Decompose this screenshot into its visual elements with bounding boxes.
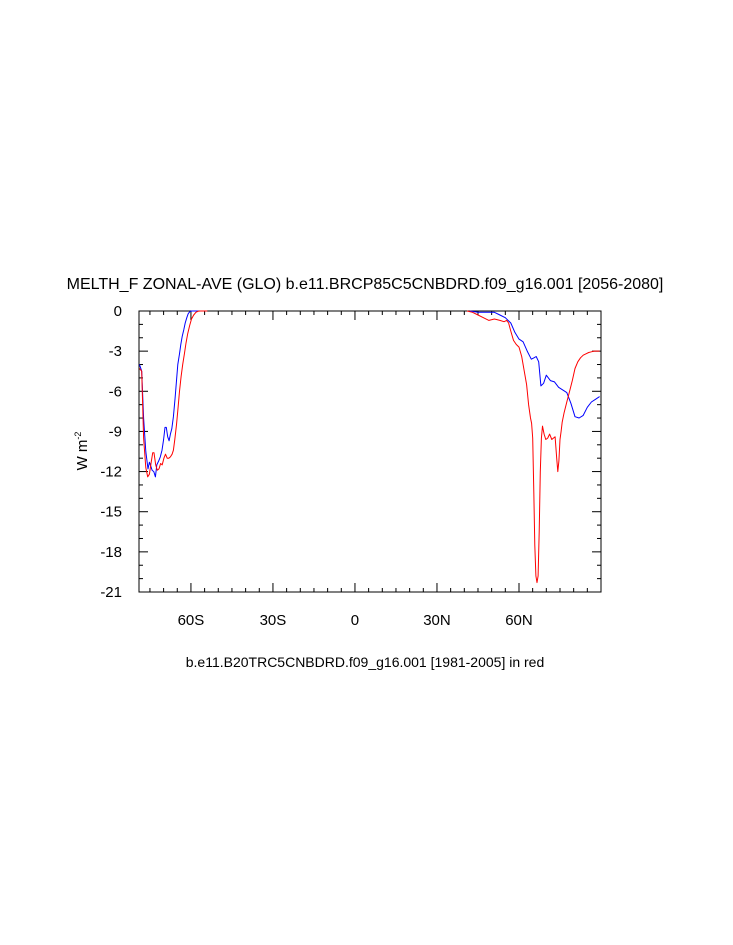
x-tick-label: 60S	[178, 612, 205, 629]
y-tick-label: -21	[100, 584, 122, 601]
series-layer	[139, 310, 600, 584]
plot-area: 60S 30S 0 30N 60N 0 -3 -6 -9 -12 -15 -18 -21	[100, 303, 602, 629]
y-tick-label: -15	[100, 504, 122, 521]
x-tick-label: 0	[351, 612, 359, 629]
y-axis-label-units: W m	[74, 440, 91, 471]
x-axis-ticks: 60S 30S 0 30N 60N	[149, 311, 602, 629]
plot-frame	[138, 310, 602, 593]
svg-text:W m-2: W m-2	[73, 432, 91, 471]
y-tick-label: -6	[109, 383, 122, 400]
series-red-line-2	[466, 310, 600, 584]
y-tick-label: -3	[109, 343, 122, 360]
series-red-line-1	[139, 310, 208, 478]
chart-caption: b.e11.B20TRC5CNBDRD.f09_g16.001 [1981-20…	[186, 654, 545, 670]
x-tick-label: 30N	[423, 612, 451, 629]
series-blue-line-1	[139, 310, 199, 478]
y-tick-label: -12	[100, 464, 122, 481]
x-tick-label: 30S	[260, 612, 287, 629]
x-tick-label: 60N	[505, 612, 533, 629]
y-tick-label: -9	[109, 423, 122, 440]
y-axis-ticks: 0 -3 -6 -9 -12 -15 -18 -21	[100, 303, 601, 601]
y-axis-label: W m-2	[73, 432, 91, 471]
y-tick-label: -18	[100, 544, 122, 561]
y-axis-label-exponent: -2	[73, 432, 83, 440]
y-tick-label: 0	[114, 303, 122, 320]
chart-title: MELTH_F ZONAL-AVE (GLO) b.e11.BRCP85C5CN…	[67, 276, 664, 293]
series-blue-line-2	[469, 310, 600, 419]
